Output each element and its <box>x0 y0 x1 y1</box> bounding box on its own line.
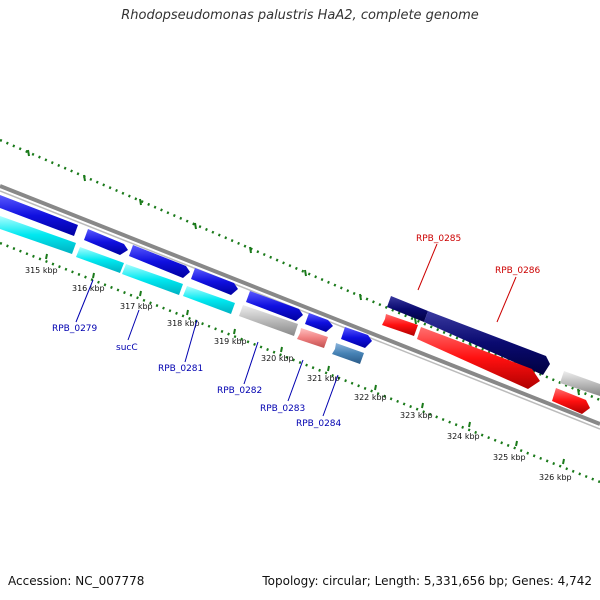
gene-arrow[interactable] <box>0 195 78 236</box>
map-title: Rhodopseudomonas palustris HaA2, complet… <box>121 8 479 23</box>
scale-label: 318 kbp <box>167 319 200 328</box>
scale-label: 316 kbp <box>72 284 105 293</box>
genome-backbone-outer <box>0 184 600 426</box>
gene-label-rpb-0279[interactable]: RPB_0279 <box>52 324 98 334</box>
scale-label: 317 kbp <box>120 302 153 311</box>
gene-label-rpb-0285[interactable]: RPB_0285 <box>416 234 461 244</box>
gene-arrow[interactable] <box>239 305 298 336</box>
gene-label-succ[interactable]: sucC <box>116 343 138 353</box>
gene-arrow[interactable] <box>122 264 183 295</box>
scale-labels: 315 kbp 316 kbp 317 kbp 318 kbp 319 kbp … <box>25 266 572 482</box>
gene-arrow[interactable] <box>560 371 600 396</box>
gene-arrow[interactable] <box>129 245 190 278</box>
inner-major-ticks <box>45 253 565 465</box>
scale-label: 321 kbp <box>307 374 340 383</box>
gene-arrow[interactable] <box>552 388 590 414</box>
gene-arrow[interactable] <box>417 327 540 389</box>
gene-label-rpb-0284[interactable]: RPB_0284 <box>296 419 342 429</box>
gene-label-rpb-0281[interactable]: RPB_0281 <box>158 364 203 374</box>
genome-backbone-inner <box>0 190 600 430</box>
gene-label-rpb-0283[interactable]: RPB_0283 <box>260 404 305 414</box>
gene-label-leaders <box>75 243 517 417</box>
gene-arrow[interactable] <box>246 291 303 321</box>
gene-arrow[interactable] <box>341 327 372 348</box>
reverse-strand-genes <box>0 216 600 414</box>
gene-arrow[interactable] <box>191 268 238 295</box>
gene-arrow[interactable] <box>387 296 428 322</box>
gene-labels: RPB_0279 sucC RPB_0281 RPB_0282 RPB_0283… <box>52 234 541 429</box>
scale-label: 320 kbp <box>261 354 294 363</box>
scale-label: 319 kbp <box>214 337 247 346</box>
scale-label: 325 kbp <box>493 453 526 462</box>
genome-info-label: Topology: circular; Length: 5,331,656 bp… <box>262 574 592 588</box>
gene-arrow[interactable] <box>305 313 333 332</box>
gene-arrow[interactable] <box>84 229 128 255</box>
gene-arrow[interactable] <box>297 328 328 348</box>
scale-label: 324 kbp <box>447 432 480 441</box>
scale-label: 322 kbp <box>354 393 387 402</box>
gene-arrow[interactable] <box>183 286 235 314</box>
gene-arrow[interactable] <box>0 216 76 254</box>
gene-arrow[interactable] <box>332 343 364 364</box>
gene-arrow[interactable] <box>424 311 550 375</box>
gene-label-rpb-0282[interactable]: RPB_0282 <box>217 386 262 396</box>
gene-arrow[interactable] <box>382 314 418 336</box>
gene-label-rpb-0286[interactable]: RPB_0286 <box>495 266 541 276</box>
forward-strand-genes <box>0 195 550 375</box>
scale-label: 326 kbp <box>539 473 572 482</box>
accession-label: Accession: NC_007778 <box>8 574 145 588</box>
gene-arrow[interactable] <box>76 247 124 273</box>
inner-tick-ring <box>0 241 600 484</box>
scale-label: 315 kbp <box>25 266 58 275</box>
scale-label: 323 kbp <box>400 411 433 420</box>
